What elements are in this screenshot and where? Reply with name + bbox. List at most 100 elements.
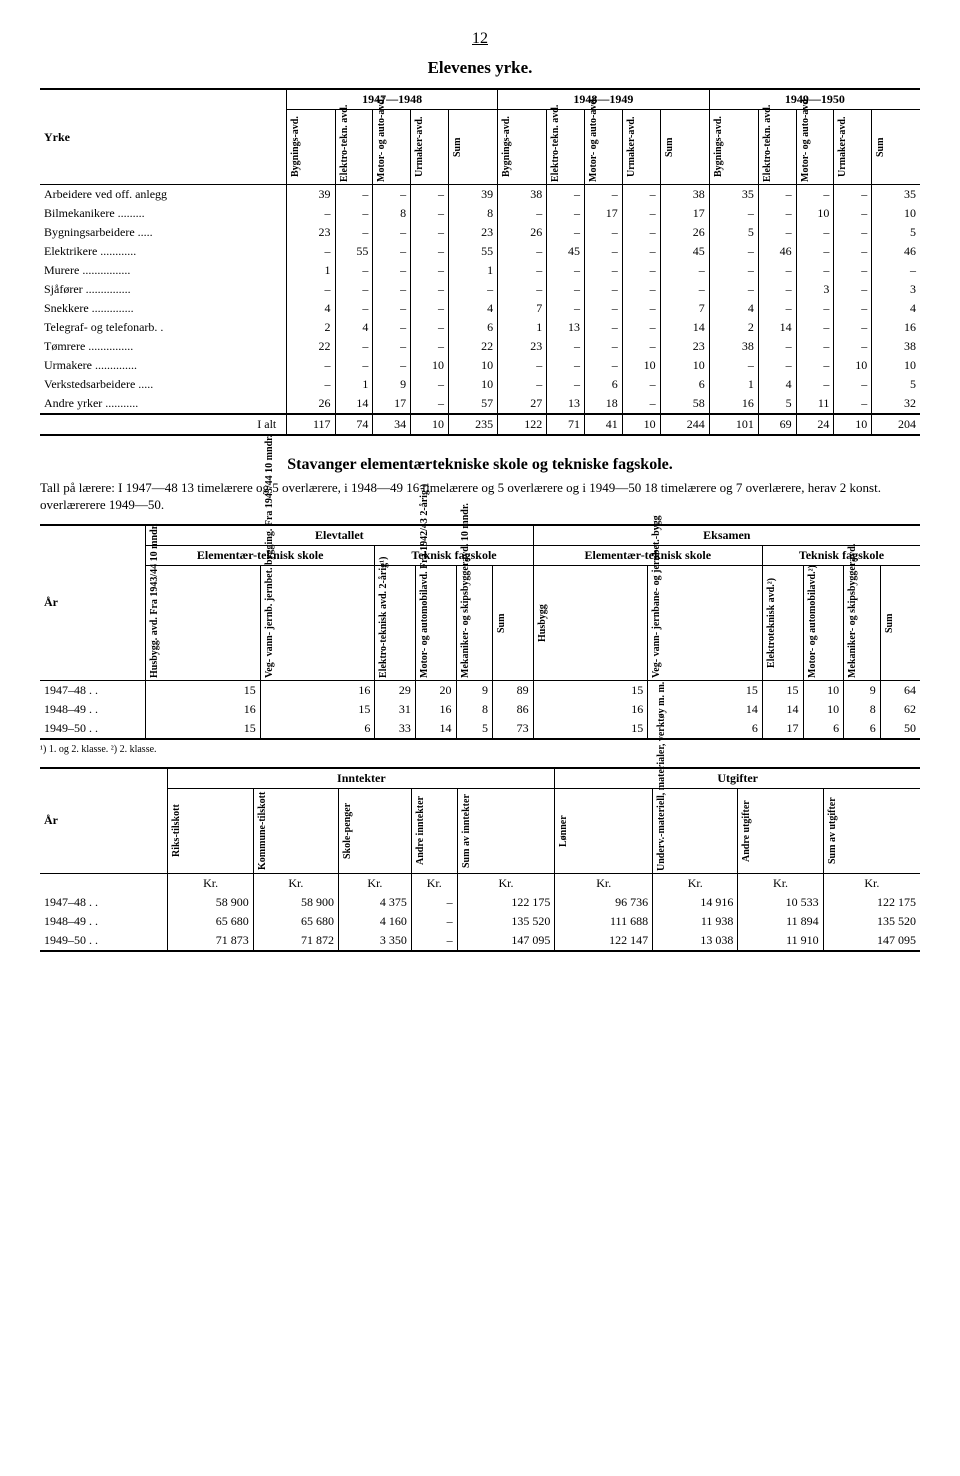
- cell: 11 910: [738, 931, 823, 951]
- page-number: 12: [40, 30, 920, 48]
- cell: 6: [803, 719, 844, 739]
- col-header: Motor- og auto-avd.: [588, 112, 599, 182]
- col-header: Bygnings-avd.: [713, 112, 724, 182]
- cell: –: [335, 337, 373, 356]
- cell: –: [622, 223, 660, 242]
- cell: –: [498, 204, 547, 223]
- cell: –: [622, 204, 660, 223]
- cell: 6: [260, 719, 375, 739]
- cell: 3: [872, 280, 920, 299]
- cell: –: [411, 242, 449, 261]
- cell: 62: [880, 700, 920, 719]
- cell: 15: [146, 719, 261, 739]
- cell: –: [622, 299, 660, 318]
- cell: –: [287, 242, 335, 261]
- cell: 58 900: [168, 893, 253, 912]
- cell: 9: [844, 680, 881, 700]
- row-header: Yrke: [40, 89, 287, 185]
- cell: –: [411, 931, 457, 951]
- cell: 50: [880, 719, 920, 739]
- section2-para: Tall på lærere: I 1947—48 13 timelærere …: [40, 480, 920, 514]
- cell: 8: [373, 204, 411, 223]
- cell: –: [287, 375, 335, 394]
- col-header: Andre inntekter: [415, 791, 426, 871]
- cell: 29: [375, 680, 416, 700]
- total-cell: 122: [498, 414, 547, 435]
- col-header: Sum: [884, 568, 895, 678]
- cell: 9: [456, 680, 493, 700]
- cell: 122 147: [555, 931, 653, 951]
- unit-cell: Kr.: [457, 873, 555, 893]
- cell: 11 938: [653, 912, 738, 931]
- cell: 13: [547, 318, 585, 337]
- cell: 5: [456, 719, 493, 739]
- cell: 15: [762, 680, 803, 700]
- row-label: Andre yrker ...........: [40, 394, 287, 414]
- cell: 122 175: [823, 893, 920, 912]
- cell: –: [547, 280, 585, 299]
- col-header: Motor- og automobilavd.²): [807, 568, 818, 678]
- cell: 9: [373, 375, 411, 394]
- cell: 45: [660, 242, 709, 261]
- col-header: Sum av utgifter: [827, 791, 838, 871]
- cell: 5: [709, 223, 758, 242]
- cell: –: [796, 223, 834, 242]
- cell: –: [498, 375, 547, 394]
- total-cell: 10: [834, 414, 872, 435]
- cell: 17: [584, 204, 622, 223]
- cell: –: [834, 337, 872, 356]
- cell: 1: [287, 261, 335, 280]
- cell: –: [498, 242, 547, 261]
- col-header: Sum: [875, 112, 886, 182]
- cell: –: [547, 299, 585, 318]
- cell: –: [335, 204, 373, 223]
- cell: –: [584, 299, 622, 318]
- cell: –: [335, 299, 373, 318]
- period-header: 1949—1950: [709, 89, 920, 110]
- cell: –: [796, 356, 834, 375]
- cell: –: [709, 280, 758, 299]
- col-header: Mekaniker- og skipsbyggeravd. 10 mndr.: [460, 568, 471, 678]
- cell: –: [758, 261, 796, 280]
- cell: 13: [547, 394, 585, 414]
- cell: –: [660, 280, 709, 299]
- col-header: Lønner: [558, 791, 569, 871]
- total-cell: 204: [872, 414, 920, 435]
- cell: –: [547, 375, 585, 394]
- row-label: 1947–48 . .: [40, 893, 168, 912]
- col-header: Elektro-tekn. avd.: [762, 112, 773, 182]
- cell: 6: [844, 719, 881, 739]
- cell: –: [498, 261, 547, 280]
- cell: 4 160: [339, 912, 412, 931]
- col-header: Urmaker-avd.: [837, 112, 848, 182]
- period-header: 1948—1949: [498, 89, 710, 110]
- cell: 20: [415, 680, 456, 700]
- cell: 1: [448, 261, 497, 280]
- cell: –: [547, 261, 585, 280]
- cell: 3 350: [339, 931, 412, 951]
- cell: 71 872: [253, 931, 338, 951]
- table2: År Elevtallet Eksamen Elementær-teknisk …: [40, 524, 920, 740]
- cell: 38: [872, 337, 920, 356]
- unit-cell: Kr.: [411, 873, 457, 893]
- row-label: Urmakere ..............: [40, 356, 287, 375]
- cell: 73: [493, 719, 534, 739]
- col-header: Husbygg. avd. Fra 1943/44 10 mndr.: [149, 568, 160, 678]
- cell: 5: [872, 223, 920, 242]
- cell: 1: [498, 318, 547, 337]
- cell: 38: [709, 337, 758, 356]
- col-header: Elektro-teknisk avd. 2-årig¹): [378, 568, 389, 678]
- cell: –: [498, 356, 547, 375]
- cell: –: [622, 318, 660, 337]
- row-label: Elektrikere ............: [40, 242, 287, 261]
- cell: –: [834, 261, 872, 280]
- cell: –: [834, 242, 872, 261]
- col-header: Elektro-tekn. avd.: [550, 112, 561, 182]
- cell: 2: [709, 318, 758, 337]
- cell: –: [622, 394, 660, 414]
- cell: 22: [448, 337, 497, 356]
- cell: 23: [660, 337, 709, 356]
- unit-cell: Kr.: [339, 873, 412, 893]
- cell: –: [796, 242, 834, 261]
- cell: –: [622, 375, 660, 394]
